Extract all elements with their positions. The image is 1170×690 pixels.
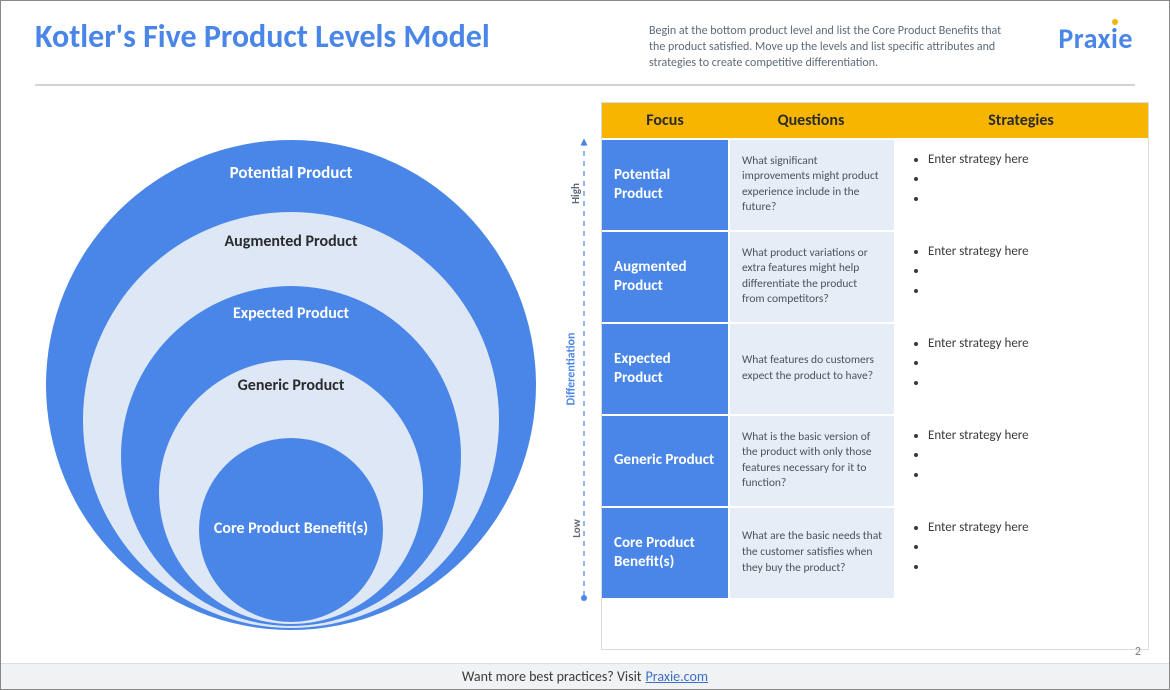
- differentiation-axis: High Differentiation Low: [571, 102, 597, 650]
- strategy-bullet: [928, 169, 1132, 189]
- strategy-bullet: Enter strategy here: [928, 334, 1132, 354]
- header-strategies: Strategies: [894, 103, 1148, 138]
- table-area: High Differentiation Low Focus Questions…: [571, 100, 1149, 650]
- axis-label-high: High: [569, 183, 582, 204]
- question-cell: What is the basic version of the product…: [728, 416, 894, 506]
- page-number: 2: [1135, 645, 1141, 659]
- strategy-bullet: [928, 465, 1132, 485]
- focus-cell: Core Product Benefit(s): [602, 508, 728, 598]
- strategy-bullet: [928, 281, 1132, 301]
- table-row: Core Product Benefit(s) What are the bas…: [602, 506, 1148, 598]
- logo-dot-char: i: [1111, 21, 1118, 56]
- strategy-bullet: [928, 445, 1132, 465]
- strategy-bullet: [928, 353, 1132, 373]
- table-row: Expected Product What features do custom…: [602, 322, 1148, 414]
- question-cell: What are the basic needs that the custom…: [728, 508, 894, 598]
- header: Kotler's Five Product Levels Model Begin…: [1, 1, 1169, 80]
- question-cell: What product variations or extra feature…: [728, 232, 894, 322]
- strategy-cell[interactable]: Enter strategy here: [894, 416, 1148, 506]
- strategy-bullet: Enter strategy here: [928, 426, 1132, 446]
- table-body: Potential Product What significant impro…: [602, 138, 1148, 598]
- strategy-cell[interactable]: Enter strategy here: [894, 232, 1148, 322]
- ring-core: Core Product Benefit(s): [199, 438, 383, 622]
- ring-label: Generic Product: [159, 376, 423, 395]
- concentric-diagram: Potential Product Augmented Product Expe…: [21, 100, 561, 650]
- footer-text: Want more best practices? Visit: [462, 668, 642, 685]
- focus-cell: Expected Product: [602, 324, 728, 414]
- strategy-bullet: [928, 189, 1132, 209]
- ring-label: Expected Product: [121, 304, 461, 323]
- ring-label: Potential Product: [46, 162, 536, 183]
- header-focus: Focus: [602, 103, 728, 138]
- header-questions: Questions: [728, 103, 894, 138]
- strategy-bullet: [928, 373, 1132, 393]
- ring-label: Augmented Product: [83, 232, 499, 251]
- table-row: Generic Product What is the basic versio…: [602, 414, 1148, 506]
- focus-cell: Augmented Product: [602, 232, 728, 322]
- strategy-cell[interactable]: Enter strategy here: [894, 508, 1148, 598]
- axis-label-low: Low: [570, 519, 583, 538]
- page-title: Kotler's Five Product Levels Model: [35, 19, 625, 54]
- strategy-bullet: Enter strategy here: [928, 150, 1132, 170]
- table-row: Potential Product What significant impro…: [602, 138, 1148, 230]
- strategy-bullet: Enter strategy here: [928, 518, 1132, 538]
- page-subtitle: Begin at the bottom product level and li…: [649, 19, 1009, 72]
- brand-logo: Praxie: [1058, 21, 1133, 56]
- strategy-bullet: [928, 261, 1132, 281]
- table-row: Augmented Product What product variation…: [602, 230, 1148, 322]
- strategy-bullet: [928, 537, 1132, 557]
- footer-bar: Want more best practices? Visit Praxie.c…: [1, 663, 1169, 689]
- question-cell: What significant improvements might prod…: [728, 140, 894, 230]
- ring-label: Core Product Benefit(s): [199, 519, 383, 540]
- strategy-bullet: [928, 557, 1132, 577]
- footer-link[interactable]: Praxie.com: [646, 668, 709, 685]
- focus-cell: Potential Product: [602, 140, 728, 230]
- axis-label-main: Differentiation: [564, 332, 578, 405]
- strategy-cell[interactable]: Enter strategy here: [894, 324, 1148, 414]
- levels-table: Focus Questions Strategies Potential Pro…: [601, 102, 1149, 650]
- focus-cell: Generic Product: [602, 416, 728, 506]
- table-header-row: Focus Questions Strategies: [602, 103, 1148, 138]
- logo-suffix: e: [1118, 21, 1133, 56]
- logo-prefix: Prax: [1058, 21, 1111, 56]
- strategy-cell[interactable]: Enter strategy here: [894, 140, 1148, 230]
- strategy-bullet: Enter strategy here: [928, 242, 1132, 262]
- content-area: Potential Product Augmented Product Expe…: [1, 86, 1169, 650]
- question-cell: What features do customers expect the pr…: [728, 324, 894, 414]
